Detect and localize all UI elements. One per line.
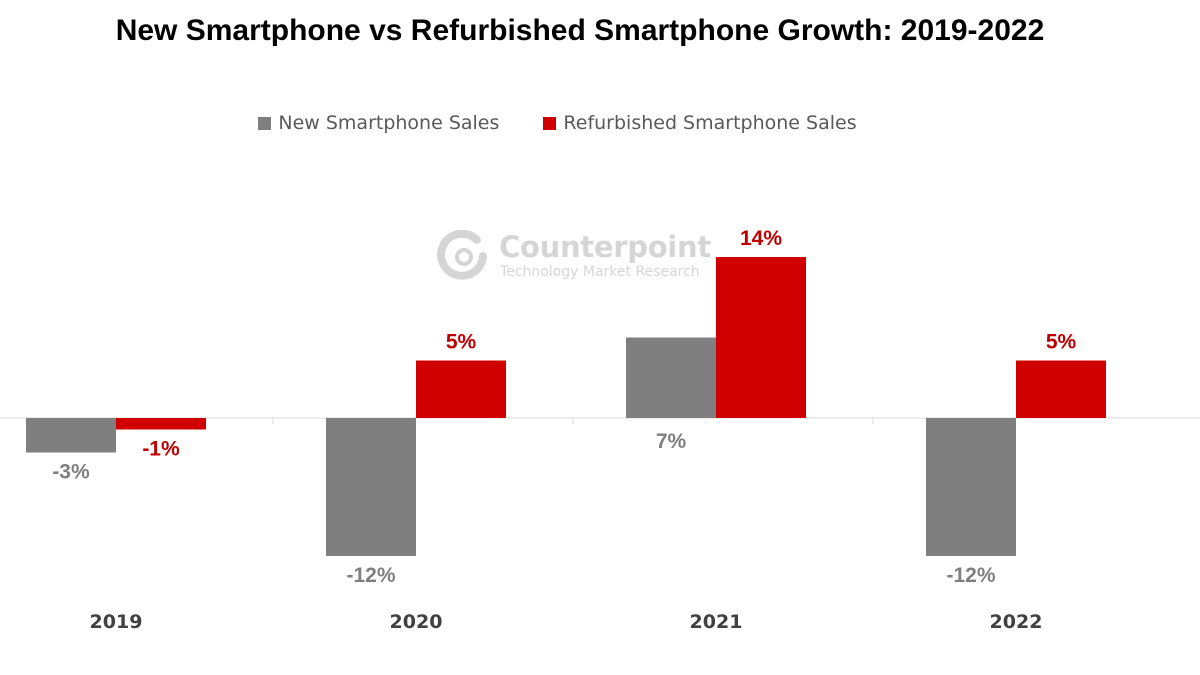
legend-label-refurbished: Refurbished Smartphone Sales [563, 112, 857, 134]
data-label-new-2019: -3% [52, 461, 90, 484]
watermark-brand-name: Counterpoint [499, 230, 711, 264]
category-label-2022: 2022 [990, 611, 1043, 633]
data-label-refurbished-2021: 14% [740, 227, 782, 250]
chart-title: New Smartphone vs Refurbished Smartphone… [115, 14, 1045, 47]
legend-entry-refurbished: Refurbished Smartphone Sales [543, 112, 857, 134]
legend: New Smartphone Sales Refurbished Smartph… [0, 112, 1115, 134]
data-label-new-2020: -12% [346, 564, 395, 587]
counterpoint-watermark: Counterpoint Technology Market Research [437, 228, 717, 288]
legend-label-new: New Smartphone Sales [278, 112, 500, 134]
category-label-2019: 2019 [90, 611, 143, 633]
bar-new-2019 [26, 418, 116, 453]
legend-swatch-refurbished [543, 116, 557, 130]
bar-new-2020 [326, 418, 416, 556]
watermark-tagline: Technology Market Research [500, 264, 700, 280]
category-label-2020: 2020 [390, 611, 443, 633]
bar-refurbished-2021 [716, 257, 806, 418]
bar-refurbished-2020 [416, 360, 506, 418]
bar-new-2022 [926, 418, 1016, 556]
data-label-new-2022: -12% [946, 564, 995, 587]
data-label-refurbished-2022: 5% [1046, 331, 1077, 354]
category-label-2021: 2021 [690, 611, 743, 633]
bar-refurbished-2022 [1016, 360, 1106, 418]
counterpoint-logo-icon [437, 230, 487, 280]
legend-swatch-new [258, 116, 272, 130]
bar-new-2021 [626, 337, 716, 418]
data-label-refurbished-2019: -1% [142, 438, 180, 461]
data-label-new-2021: 7% [656, 430, 687, 453]
legend-entry-new: New Smartphone Sales [258, 112, 499, 134]
bar-refurbished-2019 [116, 418, 206, 430]
data-label-refurbished-2020: 5% [446, 331, 477, 354]
